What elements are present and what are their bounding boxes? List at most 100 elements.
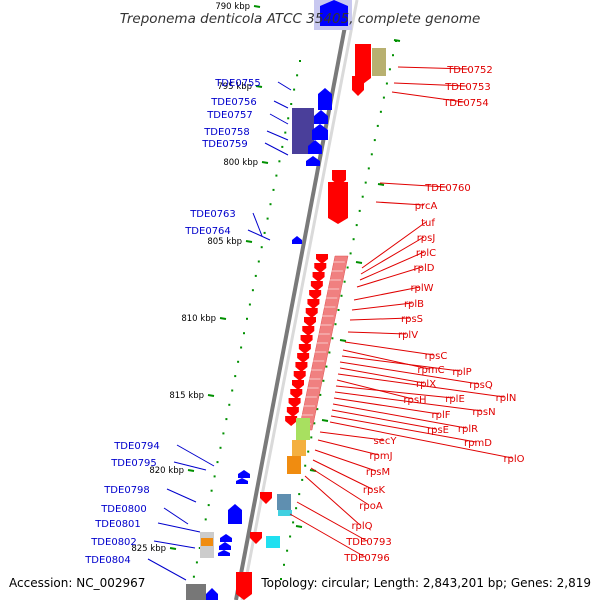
- label-leader: [341, 355, 461, 372]
- label-leader: [157, 522, 201, 533]
- label-leader: [166, 488, 197, 503]
- label-leader: [397, 66, 469, 70]
- gene-label-rpsc: rpsC: [425, 351, 448, 362]
- gene-label-tde0793: TDE0793: [345, 537, 392, 548]
- gc-dot: [295, 507, 298, 510]
- gene-label-tde0760: TDE0760: [424, 183, 471, 194]
- label-leader: [147, 558, 187, 581]
- gc-dot: [322, 379, 325, 382]
- gene-label-tde0757: TDE0757: [206, 110, 253, 121]
- label-leader: [335, 385, 454, 399]
- forward-gene-arrow: [293, 371, 306, 381]
- label-leader: [333, 397, 440, 415]
- gene-label-tde0753: TDE0753: [444, 82, 491, 93]
- gene-label-tde0764: TDE0764: [184, 226, 231, 237]
- gc-dot: [385, 82, 388, 85]
- label-leader: [360, 236, 425, 275]
- label-leader: [176, 444, 215, 467]
- gene-label-rple: rplE: [445, 394, 465, 405]
- gc-dot: [254, 274, 257, 277]
- gene-label-rplv: rplV: [398, 330, 418, 341]
- gc-dot: [343, 280, 346, 283]
- forward-gene-arrow: [310, 281, 323, 291]
- gene-label-rpmc: rpmC: [417, 365, 444, 376]
- forward-gene-arrow: [300, 335, 313, 345]
- accession-text: Accession: NC_002967: [9, 576, 145, 590]
- gc-dot: [219, 446, 222, 449]
- label-leader: [252, 212, 263, 237]
- label-leader: [347, 331, 407, 335]
- track-tick: [377, 183, 385, 186]
- gene-label-rpsj: rpsJ: [417, 233, 436, 244]
- gene-features: [186, 0, 386, 600]
- gc-dot: [352, 238, 355, 241]
- gc-dot: [278, 160, 281, 163]
- label-leader: [319, 431, 384, 441]
- label-leader: [173, 461, 207, 471]
- gc-dot: [325, 365, 328, 368]
- gc-dot: [313, 422, 316, 425]
- label-leader: [391, 91, 465, 103]
- label-leader: [266, 130, 289, 141]
- rpmj-gene-box: [292, 440, 306, 456]
- gene-label-tde0794: TDE0794: [113, 441, 160, 452]
- gc-dot: [237, 360, 240, 363]
- gene-label-rpsh: rpsH: [403, 395, 426, 406]
- gc-dot: [225, 418, 228, 421]
- forward-gene-arrow: [298, 344, 311, 354]
- forward-gene-arrow: [352, 76, 364, 96]
- forward-gene-arrow: [316, 254, 328, 264]
- gc-dot: [269, 203, 272, 206]
- forward-gene-arrow: [314, 263, 327, 273]
- kbp-label: 795 kbp: [217, 82, 252, 92]
- label-leader: [277, 81, 292, 91]
- gc-dot: [281, 145, 284, 148]
- label-leader: [269, 113, 289, 125]
- gc-dot: [307, 450, 310, 453]
- gc-dot: [319, 393, 322, 396]
- forward-gene-arrow: [307, 299, 320, 309]
- gc-dot: [204, 518, 207, 521]
- gc-dot: [289, 535, 292, 538]
- reverse-gene-box: [292, 108, 314, 154]
- label-leader: [317, 439, 380, 456]
- gc-dot: [266, 217, 269, 220]
- label-leader: [273, 100, 289, 109]
- gene-box: [278, 510, 292, 516]
- gene-label-rpsq: rpsQ: [469, 380, 493, 391]
- label-leader: [351, 302, 413, 311]
- gc-dot: [231, 389, 234, 392]
- gene-label-rpsk: rpsK: [363, 485, 386, 496]
- reverse-gene-arrow: [220, 534, 232, 542]
- label-leader: [304, 475, 361, 526]
- gene-label-rplr: rplR: [458, 424, 478, 435]
- gc-dot: [216, 461, 219, 464]
- gc-dot: [246, 317, 248, 320]
- kbp-tick: [255, 85, 263, 88]
- gene-label-rplc: rplC: [416, 248, 436, 259]
- reverse-gene-arrow: [238, 470, 250, 478]
- forward-gene-arrow: [290, 389, 303, 399]
- reverse-gene-arrow: [236, 478, 248, 484]
- gene-label-tuf: tuf: [421, 218, 435, 229]
- gc-dot: [388, 68, 391, 71]
- gene-label-tde0758: TDE0758: [203, 127, 250, 138]
- gc-dot: [361, 195, 364, 198]
- label-leader: [339, 361, 480, 385]
- secy-gene-box: [296, 418, 310, 440]
- track-tick: [393, 39, 401, 42]
- reverse-gene-arrow: [219, 542, 231, 550]
- label-leader: [247, 229, 271, 241]
- gene-box: [201, 538, 213, 546]
- gene-label-prca: prcA: [415, 201, 438, 212]
- gene-label-tde0802: TDE0802: [90, 537, 137, 548]
- gc-dot: [284, 131, 287, 134]
- gc-dot: [379, 110, 382, 113]
- gene-label-secy: secY: [374, 436, 398, 447]
- gene-label-tde0801: TDE0801: [94, 519, 141, 530]
- kbp-tick: [169, 547, 177, 550]
- kbp-ticks: 790 kbp 795 kbp 800 kbp 805 kbp 810 kbp 815 k…: [131, 2, 401, 554]
- label-leaders: [147, 66, 513, 581]
- gene-label-rplo: rplO: [503, 454, 524, 465]
- label-leader: [264, 142, 289, 156]
